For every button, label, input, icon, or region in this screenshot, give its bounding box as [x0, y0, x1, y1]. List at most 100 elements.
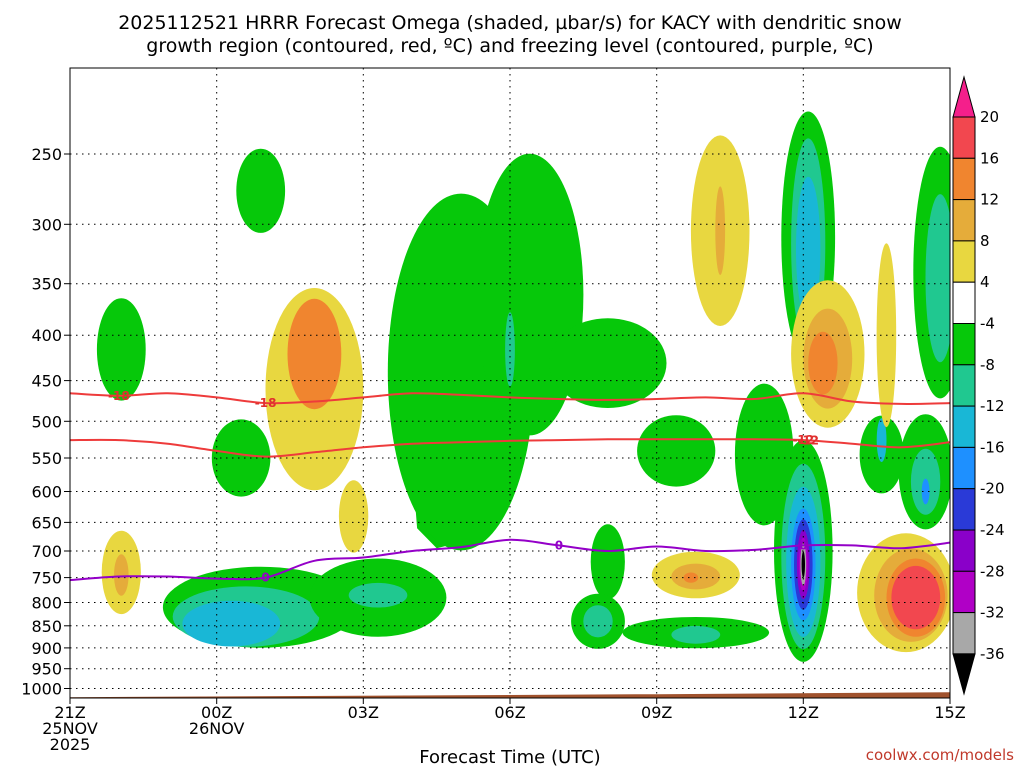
colorbar-label-7: -12 — [980, 397, 1005, 415]
y-tick-label-550: 550 — [31, 449, 62, 468]
dendritic-label-0-b: -18 — [108, 389, 130, 403]
omega-cell-15 — [505, 312, 515, 387]
colorbar-segment-1 — [952, 116, 976, 159]
dendritic-contour--18 — [70, 392, 950, 405]
x-tick-label-18-0: 15Z — [934, 703, 965, 722]
colorbar-segment-2 — [952, 157, 976, 201]
y-tick-label-250: 250 — [31, 145, 62, 164]
colorbar-label-3: 8 — [980, 232, 990, 250]
omega-cell-48 — [808, 331, 838, 395]
dendritic-label-1-a: -12 — [797, 433, 819, 447]
colorbar-label-0: 20 — [980, 108, 999, 126]
credit-text: coolwx.com/models — [866, 746, 1014, 764]
grid-lines — [69, 68, 951, 698]
y-tick-label-850: 850 — [31, 617, 62, 636]
x-tick-label-3-0: 00Z — [201, 703, 232, 722]
colorbar-label-11: -28 — [980, 562, 1005, 580]
omega-cell-7 — [338, 480, 369, 553]
colorbar-label-2: 12 — [980, 191, 999, 209]
x-tick-label-9-0: 06Z — [494, 703, 525, 722]
x-tick-label-0-0: 21Z — [54, 703, 85, 722]
colorbar-segment-8 — [952, 405, 976, 448]
omega-cell-6 — [287, 298, 342, 410]
colorbar-label-5: -4 — [980, 315, 995, 333]
omega-cell-24 — [715, 186, 726, 275]
y-tick-label-450: 450 — [31, 372, 62, 391]
omega-cell-16 — [549, 318, 667, 408]
x-axis-label: Forecast Time (UTC) — [419, 747, 600, 768]
colorbar-label-4: 4 — [980, 273, 990, 291]
colorbar-segment-10 — [952, 488, 976, 531]
colorbar-label-10: -24 — [980, 521, 1005, 539]
omega-cell-10 — [182, 600, 281, 647]
colorbar-label-1: 16 — [980, 149, 999, 167]
colorbar-label-13: -36 — [980, 645, 1005, 663]
x-tick-label-0-1: 25NOV — [42, 719, 98, 738]
y-tick-label-900: 900 — [31, 639, 62, 658]
omega-cell-4 — [211, 419, 271, 497]
x-tick-label-6-0: 03Z — [348, 703, 379, 722]
colorbar-label-12: -32 — [980, 604, 1005, 622]
freezing-label-c: 0 — [799, 538, 807, 552]
omega-cell-12 — [348, 582, 408, 608]
omega-cell-18 — [590, 524, 625, 600]
y-tick-label-650: 650 — [31, 513, 62, 532]
colorbar-segment-11 — [952, 529, 976, 572]
dendritic-label-0-a: -18 — [255, 396, 277, 410]
y-tick-label-500: 500 — [31, 412, 62, 431]
ground-fill — [70, 692, 950, 698]
omega-cell-2 — [114, 554, 129, 596]
y-tick-label-950: 950 — [31, 660, 62, 679]
temperature-contours — [70, 392, 950, 582]
contour-labels: -18 -18 -12-12 0 0 0 — [108, 389, 819, 585]
colorbar-segment-3 — [952, 199, 976, 242]
y-tick-label-750: 750 — [31, 569, 62, 588]
omega-cell-39 — [876, 418, 887, 463]
dendritic-contour--12 — [70, 438, 950, 458]
freezing-label-b: 0 — [555, 538, 563, 552]
chart-title-line-2: growth region (contoured, red, ºC) and f… — [146, 35, 873, 57]
x-tick-label-12-0: 09Z — [641, 703, 672, 722]
omega-cell-20 — [583, 605, 613, 638]
y-tick-label-400: 400 — [31, 326, 62, 345]
colorbar-segment-13 — [952, 612, 976, 655]
dendritic-label-1-b: -12 — [792, 433, 814, 447]
x-tick-label-3-1: 26NOV — [189, 719, 245, 738]
omega-cell-17 — [637, 415, 716, 487]
freezing-level-contour — [70, 538, 950, 582]
y-tick-label-600: 600 — [31, 483, 62, 502]
y-axis-ticks: 250 300 350 400 450 500 550 600 650 700 750 800 850 9… — [21, 145, 70, 699]
omega-cell-42 — [921, 478, 930, 505]
x-tick-label-15-0: 12Z — [788, 703, 819, 722]
y-tick-label-700: 700 — [31, 542, 62, 561]
freezing-label-a: 0 — [261, 571, 269, 585]
colorbar-segment-9 — [952, 446, 976, 490]
omega-cell-51 — [683, 572, 699, 583]
omega-cell-22 — [671, 625, 721, 644]
colorbar-segment-7 — [952, 364, 976, 407]
colorbar-segment-4 — [952, 240, 976, 283]
colorbar-segment-14 — [952, 653, 976, 696]
colorbar-segment-6 — [952, 323, 976, 366]
omega-cell-44 — [925, 194, 950, 363]
colorbar-segment-5 — [952, 281, 976, 325]
colorbar-segment-12 — [952, 570, 976, 614]
colorbar-label-6: -8 — [980, 356, 995, 374]
omega-shading — [96, 111, 950, 662]
colorbar-label-9: -20 — [980, 480, 1005, 498]
y-tick-label-800: 800 — [31, 594, 62, 613]
y-tick-label-350: 350 — [31, 275, 62, 294]
y-tick-label-300: 300 — [31, 215, 62, 234]
ground-surface — [70, 692, 950, 698]
chart-title-line-1: 2025112521 HRRR Forecast Omega (shaded, … — [118, 12, 902, 34]
omega-cell-3 — [236, 148, 286, 233]
omega-cell-0 — [96, 298, 146, 401]
x-tick-label-0-2: 2025 — [50, 735, 91, 754]
omega-cell-55 — [891, 565, 941, 630]
y-tick-label-1000: 1000 — [21, 680, 62, 699]
colorbar-label-8: -16 — [980, 438, 1005, 456]
omega-cell-28 — [796, 176, 821, 322]
omega-cell-37 — [801, 551, 805, 578]
